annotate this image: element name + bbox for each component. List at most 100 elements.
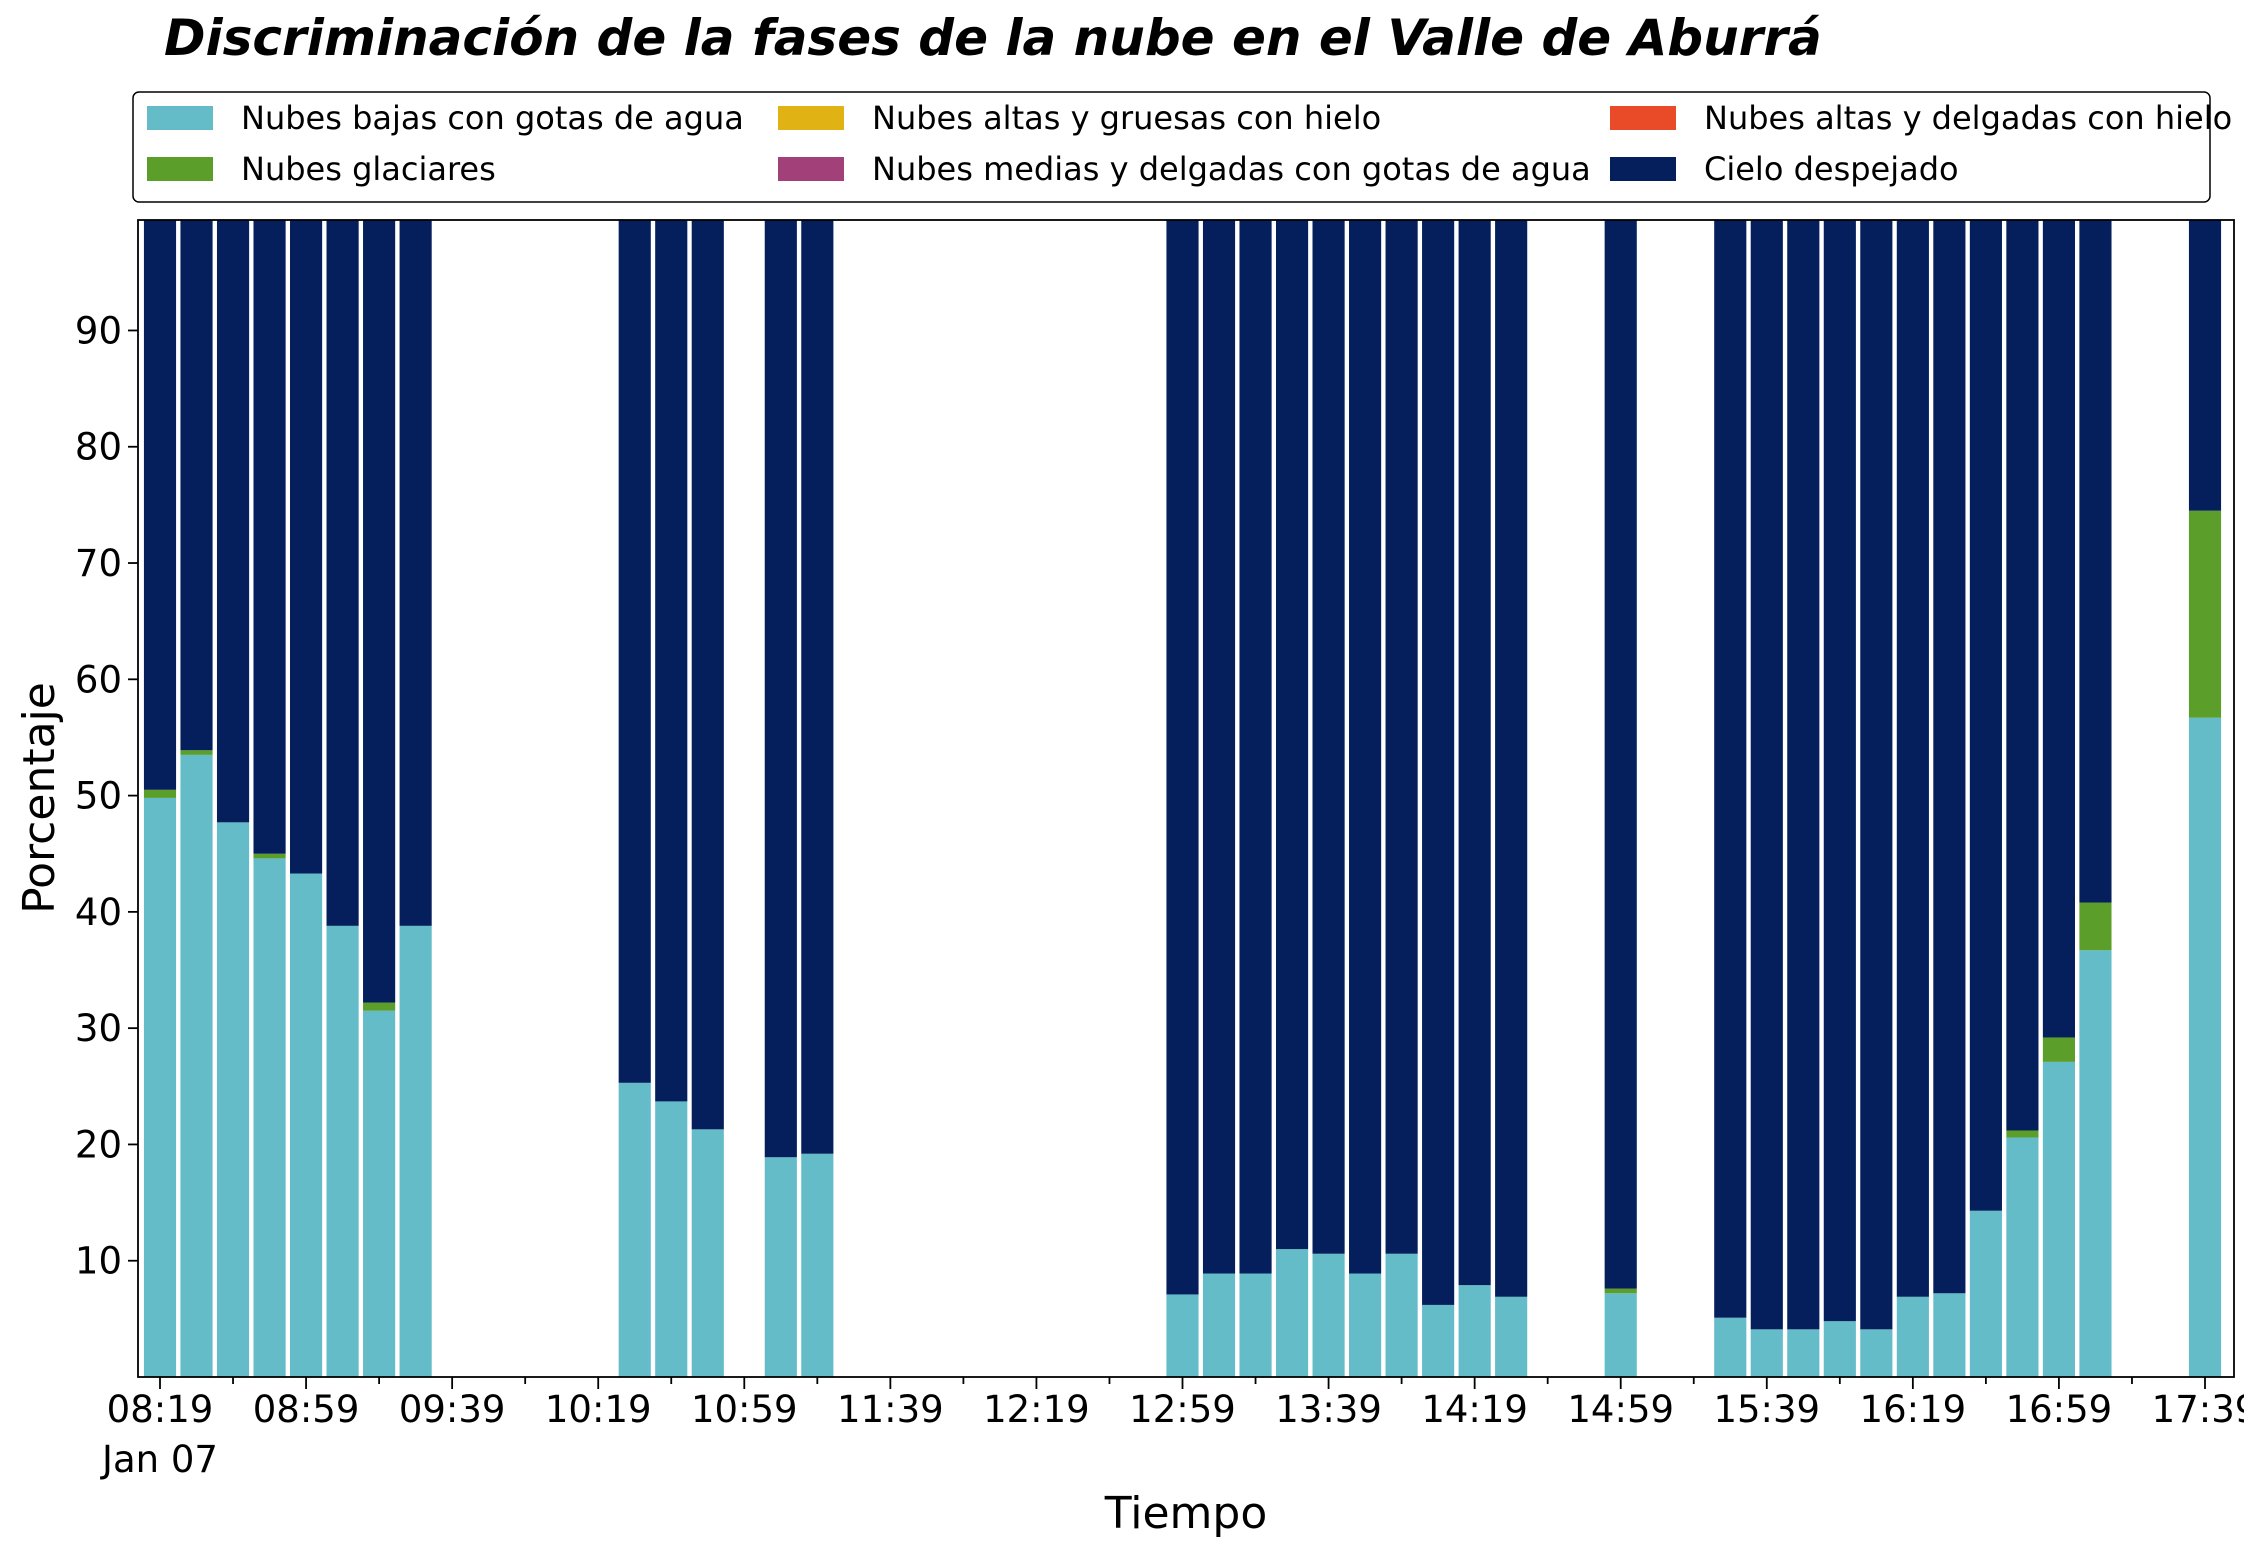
- x-tick-label: 08:59: [253, 1388, 360, 1431]
- legend-label: Nubes bajas con gotas de agua: [241, 99, 744, 137]
- bar-segment: [326, 220, 359, 926]
- x-tick-label: 15:39: [1713, 1388, 1820, 1431]
- bar-segment: [1385, 220, 1418, 1254]
- bar-stack: [1495, 220, 1528, 1377]
- x-tick-label: 12:59: [1129, 1388, 1236, 1431]
- bar-segment: [216, 220, 250, 823]
- bar-segment: [143, 797, 177, 1377]
- bar-stack: [363, 220, 396, 1377]
- bar-segment: [1714, 1317, 1747, 1377]
- bar-segment: [2042, 1061, 2075, 1377]
- legend-swatch: [778, 157, 844, 181]
- bar-stack: [764, 220, 797, 1377]
- bar-stack: [1933, 220, 1966, 1377]
- legend-label: Nubes medias y delgadas con gotas de agu…: [872, 150, 1591, 188]
- bar-stack: [1422, 220, 1455, 1377]
- x-tick-label: 14:19: [1421, 1388, 1528, 1431]
- bar-stack: [2079, 220, 2112, 1377]
- legend-swatch: [778, 106, 844, 130]
- bar-stack: [1275, 220, 1309, 1377]
- y-tick-label: 30: [75, 1007, 122, 1050]
- bar-stack: [1969, 220, 2002, 1377]
- bar-stack: [1896, 220, 1929, 1377]
- y-tick-label: 10: [75, 1240, 122, 1283]
- x-tick-label: 13:39: [1275, 1388, 1382, 1431]
- y-tick-label: 80: [75, 426, 122, 469]
- bar-segment: [1860, 1329, 1893, 1377]
- legend-label: Cielo despejado: [1704, 150, 1959, 188]
- bar-segment: [1896, 220, 1929, 1297]
- legend-item: Nubes altas y gruesas con hielo: [778, 99, 1381, 137]
- bar-segment: [143, 220, 177, 790]
- y-tick-label: 70: [75, 542, 122, 585]
- chart-title: Discriminación de la fases de la nube en…: [164, 9, 1822, 67]
- bar-stack: [1714, 220, 1747, 1377]
- bar-stack: [1458, 220, 1491, 1377]
- bar-stack: [1166, 220, 1199, 1377]
- bar-segment: [1969, 220, 2002, 1211]
- bar-segment: [2079, 902, 2112, 951]
- x-tick-label: 14:59: [1567, 1388, 1674, 1431]
- bar-stack: [1750, 220, 1783, 1377]
- y-tick-label: 40: [75, 891, 122, 934]
- x-tick-label: 08:19: [107, 1388, 214, 1431]
- bar-stack: [180, 220, 213, 1377]
- x-tick-label: 10:59: [691, 1388, 798, 1431]
- bar-segment: [618, 220, 651, 1083]
- bar-stack: [1349, 220, 1382, 1377]
- x-tick-label: 12:19: [983, 1388, 1090, 1431]
- bar-stack: [1787, 220, 1820, 1377]
- bar-segment: [1823, 1321, 1856, 1377]
- bar-segment: [2188, 510, 2222, 718]
- bar-segment: [1604, 1293, 1637, 1377]
- x-tick-date-label: Jan 07: [100, 1438, 218, 1481]
- bar-stack: [2042, 220, 2075, 1377]
- x-tick-label: 17:39: [2152, 1388, 2244, 1431]
- bar-segment: [1239, 220, 1272, 1274]
- legend-item: Nubes glaciares: [147, 150, 496, 188]
- bar-segment: [1969, 1210, 2002, 1377]
- legend-item: Nubes altas y delgadas con hielo: [1610, 99, 2232, 137]
- bar-stack: [1239, 220, 1272, 1377]
- bar-segment: [1385, 1253, 1418, 1377]
- bar-stack: [618, 220, 651, 1377]
- y-axis: 10 20 30 40 50 60 70 80 90: [75, 309, 138, 1283]
- bar-segment: [1933, 220, 1966, 1294]
- legend-label: Nubes altas y delgadas con hielo: [1704, 99, 2232, 137]
- bar-stack: [143, 220, 177, 1377]
- bar-segment: [1312, 1253, 1345, 1377]
- x-axis-label: Tiempo: [1104, 1488, 1268, 1539]
- x-tick-label: 10:19: [545, 1388, 652, 1431]
- bar-stack: [2188, 220, 2222, 1377]
- bar-segment: [290, 873, 323, 1377]
- legend-swatch: [1610, 157, 1676, 181]
- bar-segment: [2006, 220, 2039, 1131]
- bar-segment: [2188, 220, 2222, 511]
- bar-segment: [691, 220, 724, 1130]
- bar-stack: [801, 220, 834, 1377]
- y-tick-label: 50: [75, 775, 122, 818]
- bar-segment: [764, 1157, 797, 1377]
- bar-segment: [655, 1101, 688, 1377]
- bar-segment: [1202, 1273, 1236, 1377]
- bar-segment: [180, 220, 213, 751]
- bar-segment: [1166, 220, 1199, 1295]
- bar-segment: [1458, 1285, 1491, 1377]
- bar-stack: [655, 220, 688, 1377]
- bar-segment: [1750, 1329, 1783, 1377]
- bar-stack: [1385, 220, 1418, 1377]
- legend-label: Nubes altas y gruesas con hielo: [872, 99, 1381, 137]
- bar-segment: [1275, 1249, 1309, 1377]
- bar-segment: [1750, 220, 1783, 1330]
- bar-segment: [691, 1129, 724, 1377]
- bar-segment: [1349, 1273, 1382, 1377]
- bar-segment: [1714, 220, 1747, 1318]
- legend-label: Nubes glaciares: [241, 150, 496, 188]
- y-tick-label: 20: [75, 1123, 122, 1166]
- x-axis: 08:19 08:59 09:39 10:19 10:59 11:39 12:19 12:59…: [100, 1377, 2244, 1481]
- bar-segment: [2079, 950, 2112, 1377]
- bar-segment: [764, 220, 797, 1158]
- legend-item: Cielo despejado: [1610, 150, 1959, 188]
- bar-stack: [1312, 220, 1345, 1377]
- bar-stack: [1202, 220, 1236, 1377]
